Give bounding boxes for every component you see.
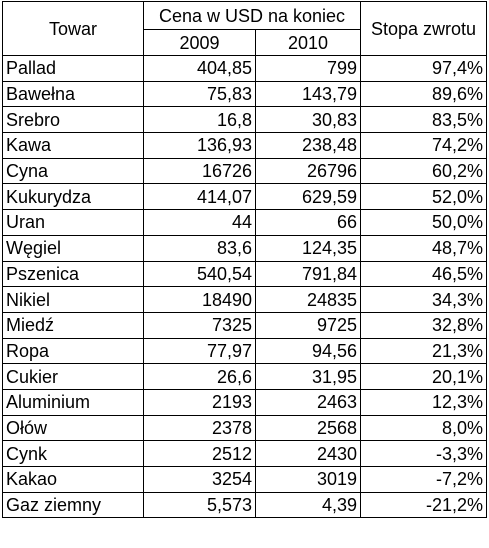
commodity-name-cell: Węgiel (2, 234, 144, 262)
commodity-name-cell: Kawa (2, 132, 144, 159)
return-cell: 83,5% (360, 106, 487, 134)
commodity-name-cell: Nikiel (2, 286, 144, 313)
table-row: Bawełna 75,83 143,79 89,6% (2, 80, 487, 108)
table-body: Pallad 404,85 799 97,4% Bawełna 75,83 143,79 89… (2, 55, 487, 519)
price-2010-cell: 4,39 (255, 491, 361, 519)
price-2010-cell: 3019 (255, 466, 361, 493)
commodity-name-cell: Pallad (2, 55, 144, 82)
table-row: Cukier 26,6 31,95 20,1% (2, 363, 487, 390)
return-cell: -21,2% (360, 491, 487, 519)
price-2009-cell: 2193 (143, 388, 256, 416)
commodity-name-cell: Kakao (2, 466, 144, 493)
return-cell: -7,2% (360, 466, 487, 493)
return-cell: 97,4% (360, 55, 487, 82)
price-2010-cell: 799 (255, 55, 361, 82)
price-2009-cell: 77,97 (143, 337, 256, 365)
return-cell: 32,8% (360, 311, 487, 339)
price-2010-cell: 791,84 (255, 260, 361, 288)
header-return: Stopa zwrotu (360, 1, 487, 56)
table-row: Ołów 2378 2568 8,0% (2, 414, 487, 442)
price-2009-cell: 26,6 (143, 363, 256, 390)
table-row: Węgiel 83,6 124,35 48,7% (2, 234, 487, 262)
commodity-name-cell: Ropa (2, 337, 144, 365)
price-2009-cell: 44 (143, 209, 256, 236)
commodity-name-cell: Bawełna (2, 80, 144, 108)
table-row: Pszenica 540,54 791,84 46,5% (2, 260, 487, 288)
return-cell: 48,7% (360, 234, 487, 262)
commodity-name-cell: Srebro (2, 106, 144, 134)
table-row: Uran 44 66 50,0% (2, 209, 487, 236)
commodity-name-cell: Aluminium (2, 388, 144, 416)
price-2009-cell: 16726 (143, 157, 256, 185)
price-2009-cell: 2512 (143, 440, 256, 467)
price-2010-cell: 124,35 (255, 234, 361, 262)
table-row: Srebro 16,8 30,83 83,5% (2, 106, 487, 134)
table-row: Aluminium 2193 2463 12,3% (2, 388, 487, 416)
price-2010-cell: 2463 (255, 388, 361, 416)
commodity-name-cell: Pszenica (2, 260, 144, 288)
price-2010-cell: 9725 (255, 311, 361, 339)
price-2010-cell: 31,95 (255, 363, 361, 390)
table-row: Miedź 7325 9725 32,8% (2, 311, 487, 339)
price-2010-cell: 66 (255, 209, 361, 236)
return-cell: 60,2% (360, 157, 487, 185)
price-2009-cell: 18490 (143, 286, 256, 313)
table-row: Cynk 2512 2430 -3,3% (2, 440, 487, 467)
return-cell: 8,0% (360, 414, 487, 442)
commodity-name-cell: Ołów (2, 414, 144, 442)
price-2009-cell: 16,8 (143, 106, 256, 134)
price-2010-cell: 2430 (255, 440, 361, 467)
table-row: Cyna 16726 26796 60,2% (2, 157, 487, 185)
return-cell: 34,3% (360, 286, 487, 313)
return-cell: 20,1% (360, 363, 487, 390)
commodity-name-cell: Uran (2, 209, 144, 236)
table-row: Kakao 3254 3019 -7,2% (2, 466, 487, 493)
commodity-name-cell: Gaz ziemny (2, 491, 144, 519)
return-cell: 46,5% (360, 260, 487, 288)
price-2009-cell: 83,6 (143, 234, 256, 262)
commodity-name-cell: Miedź (2, 311, 144, 339)
price-2009-cell: 414,07 (143, 183, 256, 211)
return-cell: 50,0% (360, 209, 487, 236)
return-cell: -3,3% (360, 440, 487, 467)
table-header: Towar Cena w USD na koniec Stopa zwrotu … (2, 1, 487, 56)
header-year-2009: 2009 (143, 29, 256, 56)
table-row: Nikiel 18490 24835 34,3% (2, 286, 487, 313)
price-2009-cell: 136,93 (143, 132, 256, 159)
price-2010-cell: 26796 (255, 157, 361, 185)
commodity-name-cell: Cyna (2, 157, 144, 185)
commodity-name-cell: Cukier (2, 363, 144, 390)
table-row: Gaz ziemny 5,573 4,39 -21,2% (2, 491, 487, 519)
price-2010-cell: 143,79 (255, 80, 361, 108)
price-2010-cell: 629,59 (255, 183, 361, 211)
commodity-name-cell: Kukurydza (2, 183, 144, 211)
return-cell: 12,3% (360, 388, 487, 416)
commodity-name-cell: Cynk (2, 440, 144, 467)
price-2010-cell: 24835 (255, 286, 361, 313)
table-row: Pallad 404,85 799 97,4% (2, 55, 487, 82)
return-cell: 52,0% (360, 183, 487, 211)
table-row: Kawa 136,93 238,48 74,2% (2, 132, 487, 159)
price-2009-cell: 404,85 (143, 55, 256, 82)
return-cell: 74,2% (360, 132, 487, 159)
price-2010-cell: 30,83 (255, 106, 361, 134)
price-2009-cell: 5,573 (143, 491, 256, 519)
price-2010-cell: 238,48 (255, 132, 361, 159)
price-2009-cell: 7325 (143, 311, 256, 339)
price-2009-cell: 3254 (143, 466, 256, 493)
return-cell: 89,6% (360, 80, 487, 108)
header-price-group: Cena w USD na koniec (143, 1, 361, 30)
header-commodity: Towar (2, 1, 144, 56)
table-row: Ropa 77,97 94,56 21,3% (2, 337, 487, 365)
price-2009-cell: 75,83 (143, 80, 256, 108)
return-cell: 21,3% (360, 337, 487, 365)
price-2009-cell: 540,54 (143, 260, 256, 288)
commodity-returns-table: Towar Cena w USD na koniec Stopa zwrotu … (2, 1, 487, 519)
price-2010-cell: 2568 (255, 414, 361, 442)
price-2009-cell: 2378 (143, 414, 256, 442)
price-2010-cell: 94,56 (255, 337, 361, 365)
header-year-2010: 2010 (255, 29, 361, 56)
table-row: Kukurydza 414,07 629,59 52,0% (2, 183, 487, 211)
